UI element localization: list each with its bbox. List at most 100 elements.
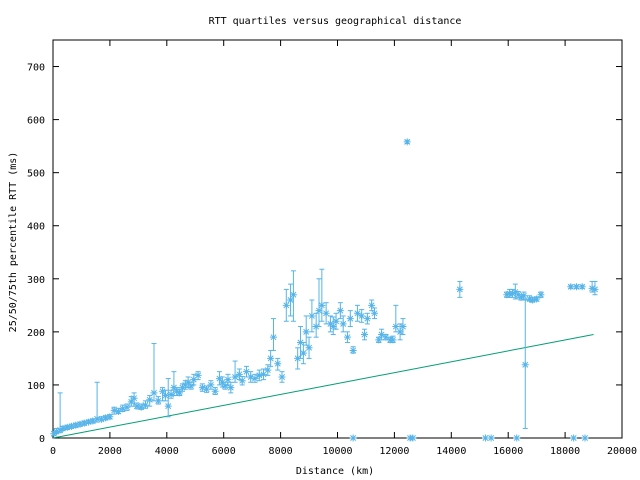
median-marker [260,370,268,378]
quartile-point [93,381,101,423]
quartile-point [150,343,158,402]
quartile-point [308,299,316,333]
x-tick-label: 8000 [269,446,293,457]
quartile-point [399,318,407,336]
median-marker [221,382,229,390]
zero-rtt-point [513,434,521,442]
median-marker [76,420,84,428]
quartile-point [318,268,326,322]
quartile-points-layer [50,138,599,442]
median-marker [481,434,489,442]
quartile-point [106,413,114,421]
quartile-point [389,335,397,344]
median-marker [572,283,580,291]
quartile-point [339,315,347,333]
quartile-point [370,307,378,320]
y-axis-label: 25/50/75th percentile RTT (ms) [8,152,19,333]
quartile-point [133,402,141,410]
quartile-point [76,420,84,428]
median-marker [181,381,189,389]
y-tick-label: 300 [27,275,45,286]
median-marker [315,307,323,315]
median-marker [358,312,366,320]
quartile-point [221,381,229,390]
y-tick-label: 100 [27,381,45,392]
reference-line [52,334,594,439]
quartile-point [231,360,239,383]
quartile-point [349,346,357,354]
quartile-point [567,283,575,291]
quartile-point [312,312,320,338]
median-marker [198,384,206,392]
x-tick-label: 12000 [379,446,409,457]
median-marker [211,387,219,395]
median-marker [178,384,186,392]
median-marker [382,333,390,341]
quartile-point [235,368,243,381]
median-marker [375,336,383,344]
quartile-point [588,280,596,293]
median-marker [238,377,246,385]
quartile-point [154,396,162,405]
quartile-point [521,299,529,429]
median-marker [329,323,337,331]
median-marker [299,349,307,357]
median-marker [513,434,521,442]
median-marker [305,344,313,352]
median-marker [282,301,290,309]
median-marker [511,288,519,296]
median-marker [85,418,93,426]
median-marker [409,434,417,442]
median-marker [526,295,534,303]
median-marker [133,402,141,410]
median-marker [56,426,64,434]
median-marker [289,291,297,299]
median-marker [190,376,198,384]
median-marker [137,403,145,411]
quartile-point [289,270,297,322]
median-marker [570,434,578,442]
median-marker [392,323,400,331]
quartile-point [227,381,235,394]
median-marker [389,336,397,344]
median-marker [396,328,404,336]
median-marker [537,291,545,299]
median-marker [339,320,347,328]
quartile-point [63,423,71,431]
quartile-point [282,288,290,322]
median-marker [141,401,149,409]
quartile-point [198,383,206,392]
median-marker [581,434,589,442]
quartile-point [346,310,354,328]
median-marker [106,413,114,421]
median-marker [218,378,226,386]
median-marker [52,428,60,436]
zero-rtt-point [409,434,417,442]
quartile-point [375,336,383,344]
median-marker [176,389,184,397]
zero-rtt-point [581,434,589,442]
quartile-point [80,419,88,427]
quartile-point [161,389,169,402]
quartile-point [176,388,184,397]
median-marker [302,328,310,336]
median-marker [242,368,250,376]
median-marker [353,309,361,317]
median-marker [67,422,75,430]
quartile-point [123,403,131,411]
median-marker [287,296,295,304]
y-tick-label: 200 [27,328,45,339]
quartile-point [218,376,226,388]
quartile-point [59,424,67,432]
quartile-point [211,387,219,395]
median-marker [403,138,411,146]
median-marker [110,406,118,414]
quartile-point [456,280,464,298]
x-tick-label: 14000 [436,446,466,457]
median-marker [173,387,181,395]
median-marker [591,285,599,293]
quartile-point [251,373,259,383]
median-marker [93,415,101,423]
median-marker [312,323,320,331]
x-tick-label: 6000 [212,446,236,457]
